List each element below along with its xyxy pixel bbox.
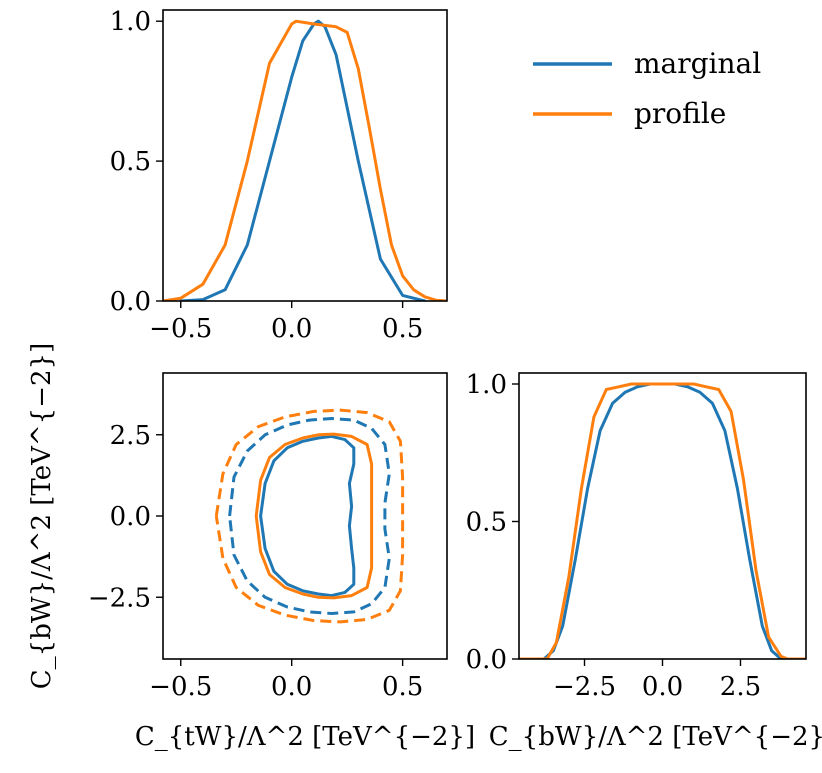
y-tick-label: −2.5 (88, 583, 151, 613)
x-axis-label: C_{bW}/Λ^2 [TeV^{−2}] (489, 722, 822, 752)
y-axis-label: C_{bW}/Λ^2 [TeV^{−2}] (27, 343, 57, 689)
x-tick-label: 0.0 (271, 672, 312, 702)
x-tick-label: −0.5 (149, 314, 212, 344)
x-tick-label: 0.0 (271, 314, 312, 344)
plot-frame (162, 9, 448, 302)
y-tick-label: 2.5 (110, 421, 151, 451)
legend: marginal profile (533, 47, 761, 130)
plot-frame (162, 372, 448, 660)
y-tick-label: 0.5 (110, 147, 151, 177)
y-tick-label: 0.0 (110, 502, 151, 532)
y-tick-label: 0.0 (110, 287, 151, 317)
series-profile-dashed-line (214, 408, 405, 624)
series-profile-line (163, 19, 447, 301)
y-tick-label: 0.5 (466, 508, 507, 538)
x-tick-label: −0.5 (149, 672, 212, 702)
series-profile-solid-line (254, 432, 374, 600)
y-tick-label: 1.0 (110, 7, 151, 37)
series-marginal-dashed-line (228, 417, 391, 615)
panel-ctw-distribution: −0.5 0.0 0.50.00.51.0 (110, 7, 448, 344)
x-tick-label: 2.5 (720, 672, 761, 702)
legend-label-marginal: marginal (634, 47, 761, 80)
x-tick-label: 0.5 (382, 314, 423, 344)
panel-cbw-distribution: −2.5 0.0 2.5 0.0 0.5 1.0 C_{bW}/Λ^2 [TeV^{−2}… (466, 370, 822, 752)
x-tick-label: 0.5 (382, 672, 423, 702)
x-tick-label: 0.0 (642, 672, 683, 702)
x-axis-label: C_{tW}/Λ^2 [TeV^{−2}] (135, 722, 475, 752)
legend-label-profile: profile (634, 97, 726, 130)
y-tick-label: 0.0 (466, 645, 507, 675)
x-tick-label: −2.5 (553, 672, 616, 702)
series-profile-line (519, 382, 806, 659)
series-marginal-solid-line (259, 434, 356, 598)
panel-ctw-cbw-contours: −0.5 0.0 0.5 −2.5 0.0 2.5 C_{tW}/Λ^2 [TeV^{−2… (27, 343, 475, 752)
y-tick-label: 1.0 (466, 370, 507, 400)
